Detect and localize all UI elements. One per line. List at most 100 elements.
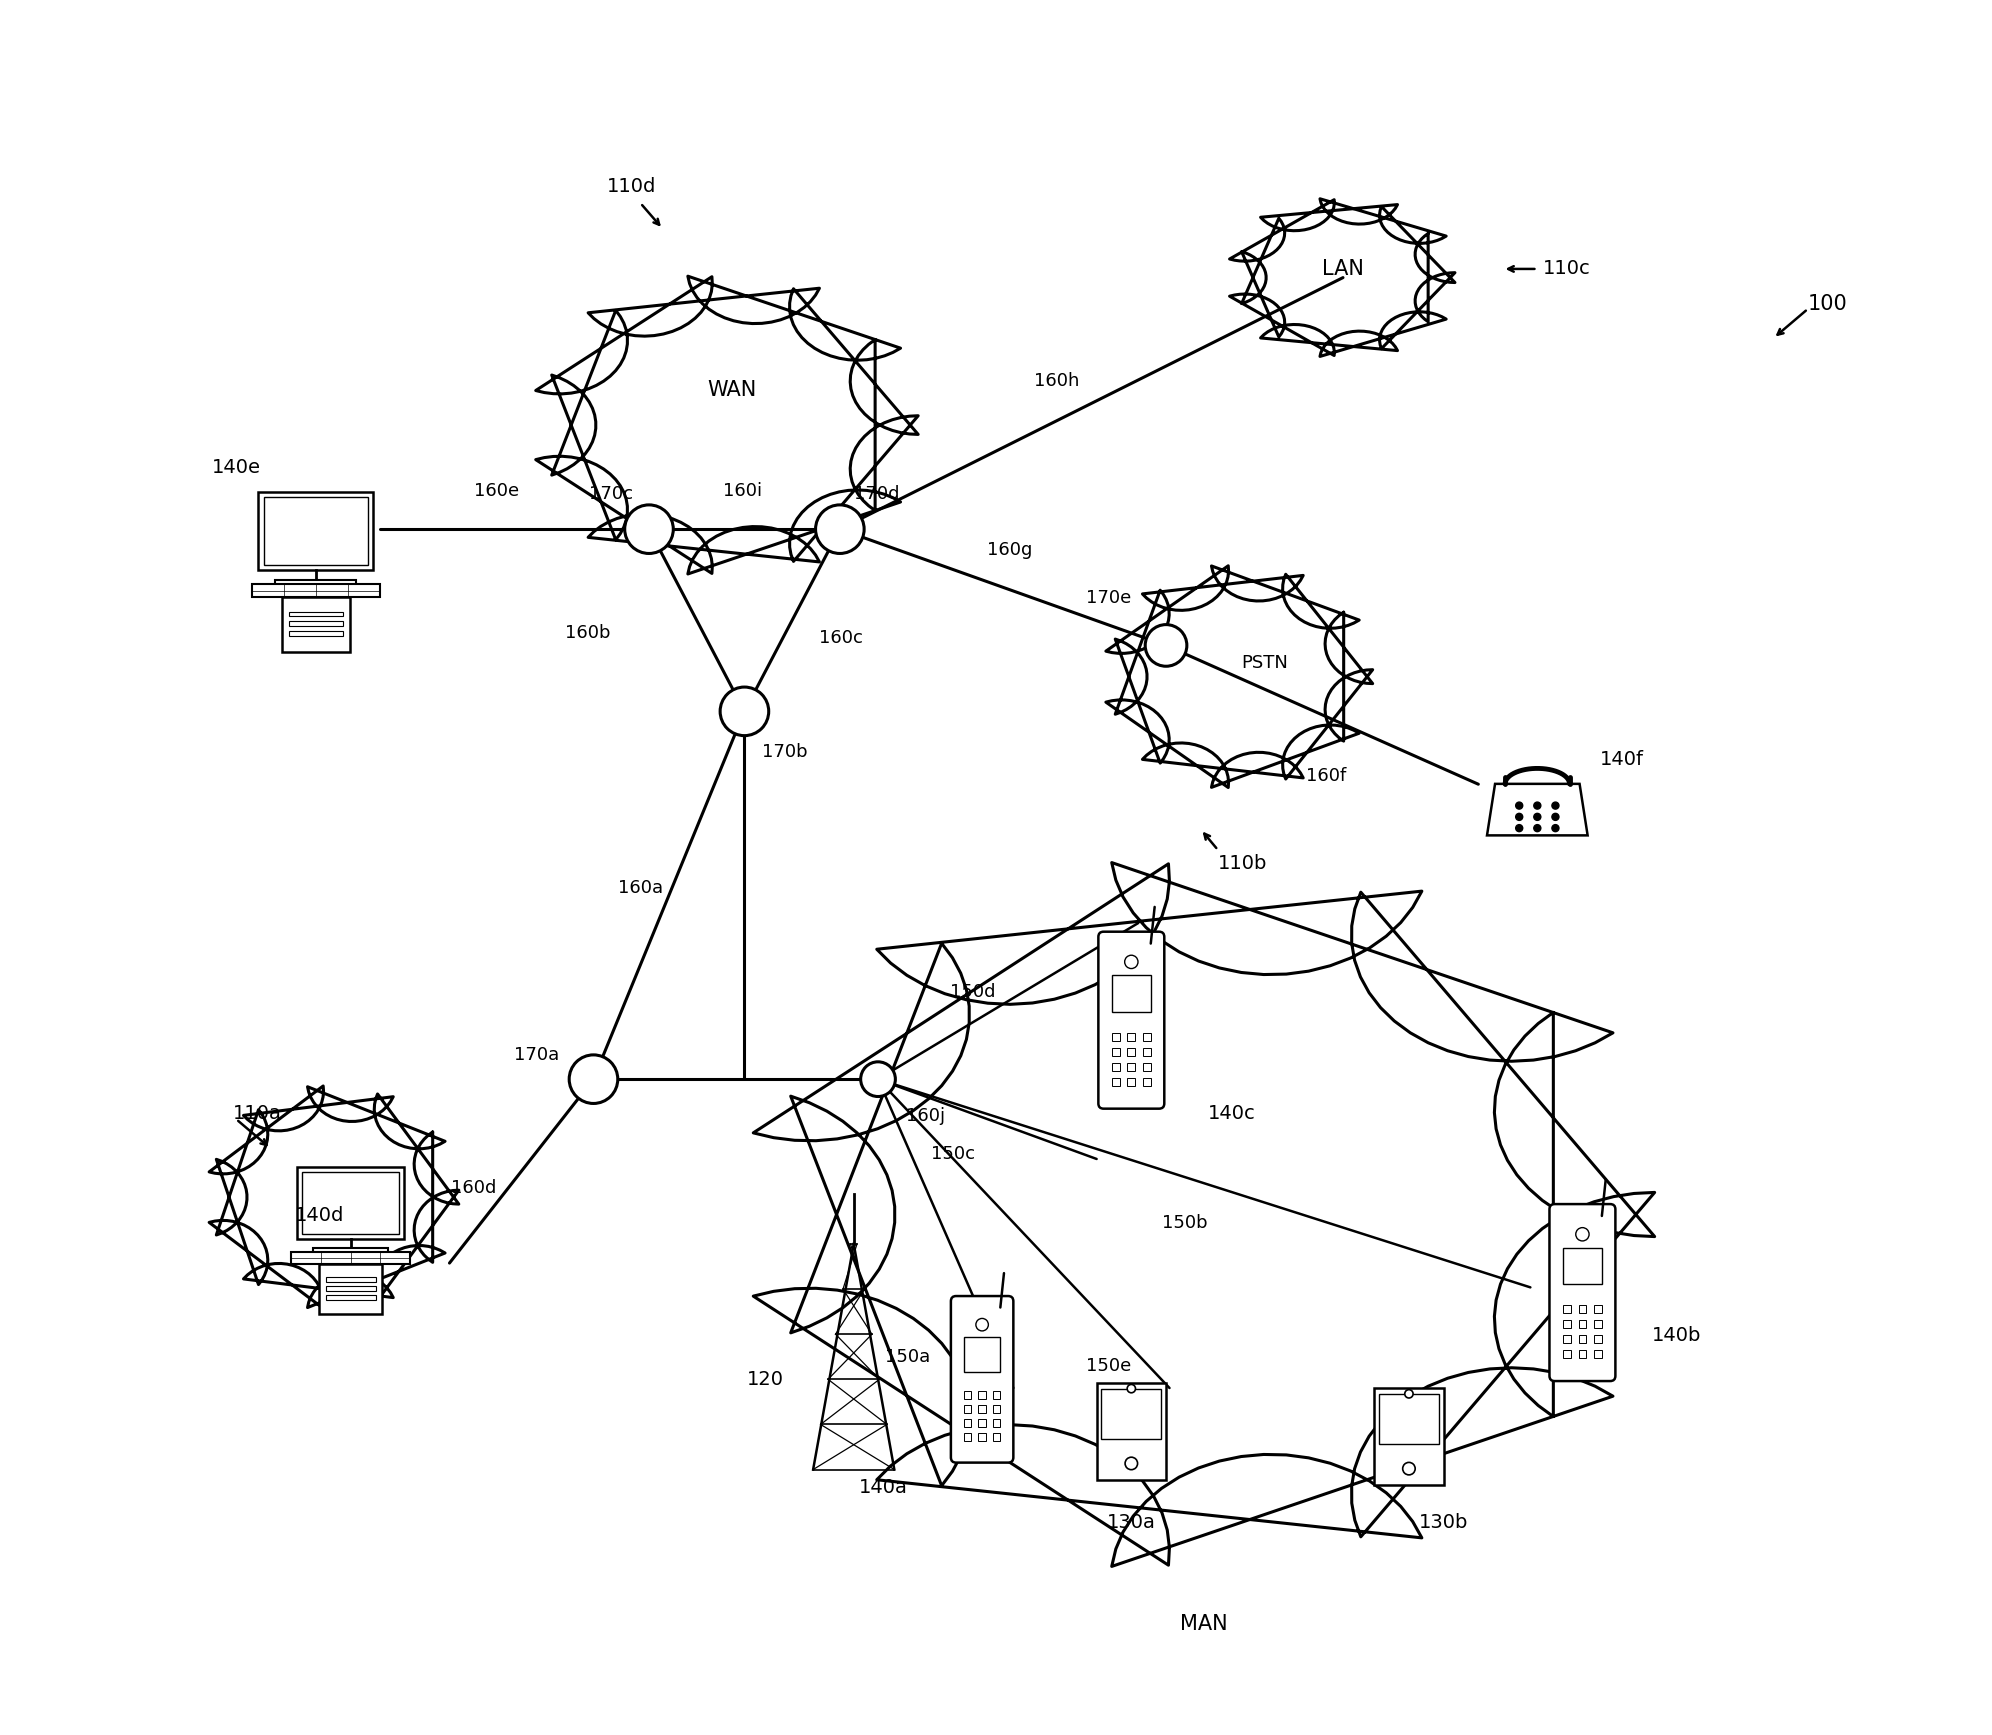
Text: LAN: LAN: [1323, 259, 1365, 279]
Text: 110c: 110c: [1542, 260, 1590, 278]
Text: 100: 100: [1809, 293, 1849, 314]
FancyBboxPatch shape: [964, 1338, 1000, 1371]
Text: 140a: 140a: [859, 1478, 908, 1497]
FancyBboxPatch shape: [964, 1405, 972, 1412]
Circle shape: [1125, 956, 1137, 968]
Text: 150d: 150d: [950, 984, 996, 1001]
FancyBboxPatch shape: [978, 1419, 986, 1426]
FancyBboxPatch shape: [1143, 1048, 1151, 1057]
FancyBboxPatch shape: [1143, 1032, 1151, 1041]
Circle shape: [625, 505, 673, 553]
FancyBboxPatch shape: [1143, 1062, 1151, 1070]
Circle shape: [976, 1319, 988, 1331]
Text: 140d: 140d: [295, 1206, 345, 1225]
Text: 160g: 160g: [988, 541, 1032, 559]
Text: 160j: 160j: [906, 1107, 944, 1124]
FancyBboxPatch shape: [994, 1419, 1000, 1426]
FancyBboxPatch shape: [950, 1296, 1014, 1463]
FancyBboxPatch shape: [978, 1433, 986, 1442]
FancyBboxPatch shape: [1143, 1077, 1151, 1086]
Circle shape: [1534, 824, 1542, 831]
Text: 150b: 150b: [1161, 1214, 1207, 1232]
FancyBboxPatch shape: [289, 611, 343, 616]
FancyBboxPatch shape: [259, 493, 373, 571]
FancyBboxPatch shape: [289, 632, 343, 637]
Circle shape: [1125, 1457, 1137, 1470]
FancyBboxPatch shape: [1112, 1032, 1120, 1041]
FancyBboxPatch shape: [1112, 975, 1151, 1012]
FancyBboxPatch shape: [964, 1419, 972, 1426]
Text: 130b: 130b: [1418, 1513, 1468, 1532]
Circle shape: [1516, 814, 1522, 821]
Text: 160b: 160b: [566, 625, 612, 642]
Text: 160c: 160c: [819, 630, 863, 647]
FancyBboxPatch shape: [1127, 1032, 1135, 1041]
Circle shape: [1552, 802, 1560, 809]
Circle shape: [570, 1055, 618, 1103]
Circle shape: [1127, 1385, 1135, 1393]
Text: 140b: 140b: [1651, 1327, 1701, 1345]
FancyBboxPatch shape: [964, 1391, 972, 1398]
FancyBboxPatch shape: [319, 1265, 382, 1313]
FancyBboxPatch shape: [964, 1433, 972, 1442]
FancyBboxPatch shape: [1098, 932, 1163, 1109]
Text: 160i: 160i: [723, 482, 763, 500]
FancyBboxPatch shape: [1594, 1305, 1602, 1313]
FancyBboxPatch shape: [1112, 1077, 1120, 1086]
Text: 160f: 160f: [1307, 767, 1347, 784]
Polygon shape: [1229, 200, 1454, 356]
Text: 170b: 170b: [761, 743, 807, 760]
FancyBboxPatch shape: [325, 1286, 376, 1291]
FancyBboxPatch shape: [978, 1405, 986, 1412]
Circle shape: [1516, 824, 1522, 831]
FancyBboxPatch shape: [1378, 1393, 1438, 1444]
Polygon shape: [536, 276, 918, 574]
FancyBboxPatch shape: [1564, 1305, 1572, 1313]
Text: 160d: 160d: [450, 1180, 496, 1197]
Text: 110b: 110b: [1217, 854, 1267, 873]
Text: MAN: MAN: [1181, 1614, 1227, 1634]
FancyBboxPatch shape: [251, 585, 380, 597]
FancyBboxPatch shape: [1578, 1350, 1586, 1359]
FancyBboxPatch shape: [1112, 1048, 1120, 1057]
FancyBboxPatch shape: [1098, 1383, 1165, 1480]
Polygon shape: [753, 862, 1655, 1567]
FancyBboxPatch shape: [303, 1171, 398, 1234]
Polygon shape: [209, 1086, 458, 1308]
FancyBboxPatch shape: [1127, 1048, 1135, 1057]
FancyBboxPatch shape: [1112, 1062, 1120, 1070]
Text: 170a: 170a: [514, 1046, 560, 1064]
FancyBboxPatch shape: [1594, 1320, 1602, 1329]
FancyBboxPatch shape: [1127, 1062, 1135, 1070]
Text: 150c: 150c: [930, 1145, 976, 1162]
Text: 160a: 160a: [618, 880, 663, 897]
FancyBboxPatch shape: [291, 1251, 410, 1265]
FancyBboxPatch shape: [289, 621, 343, 626]
Polygon shape: [1486, 784, 1588, 835]
Circle shape: [721, 687, 769, 736]
Circle shape: [1552, 814, 1560, 821]
Text: 140f: 140f: [1600, 751, 1643, 769]
Text: 160e: 160e: [474, 482, 518, 500]
Text: 130a: 130a: [1108, 1513, 1155, 1532]
FancyBboxPatch shape: [313, 1247, 388, 1254]
Circle shape: [1552, 824, 1560, 831]
Text: 150e: 150e: [1086, 1357, 1131, 1374]
FancyBboxPatch shape: [263, 498, 369, 566]
Text: 120: 120: [747, 1371, 785, 1388]
FancyBboxPatch shape: [994, 1391, 1000, 1398]
FancyBboxPatch shape: [1578, 1320, 1586, 1329]
FancyBboxPatch shape: [1578, 1334, 1586, 1343]
FancyBboxPatch shape: [297, 1166, 404, 1239]
Text: PSTN: PSTN: [1241, 654, 1289, 671]
Text: 150a: 150a: [884, 1348, 930, 1365]
Circle shape: [1145, 625, 1187, 666]
Text: 110d: 110d: [608, 177, 655, 196]
FancyBboxPatch shape: [325, 1277, 376, 1282]
FancyBboxPatch shape: [1374, 1388, 1444, 1485]
FancyBboxPatch shape: [275, 579, 357, 588]
FancyBboxPatch shape: [994, 1433, 1000, 1442]
FancyBboxPatch shape: [1594, 1334, 1602, 1343]
Circle shape: [815, 505, 865, 553]
FancyBboxPatch shape: [1578, 1305, 1586, 1313]
